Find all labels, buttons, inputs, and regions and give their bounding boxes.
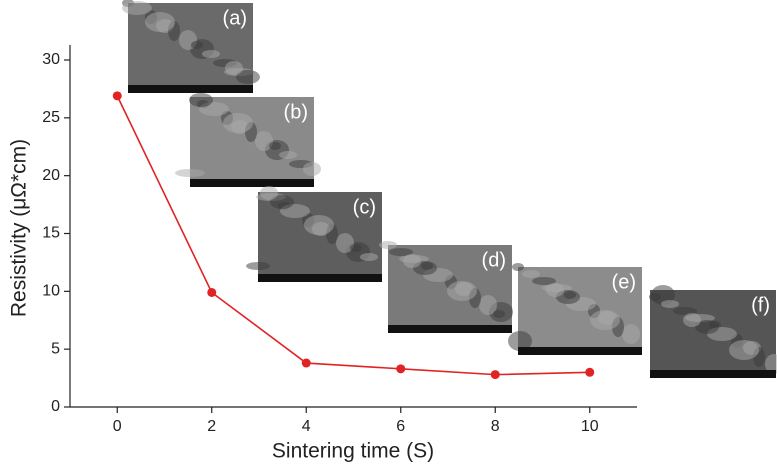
inset-texture (350, 244, 362, 252)
inset-texture (189, 93, 213, 107)
inset-label: (c) (353, 196, 376, 218)
inset-texture (260, 186, 278, 200)
inset-texture (695, 320, 719, 334)
sem-inset: (b) (175, 93, 321, 187)
inset-texture (512, 263, 524, 271)
inset-texture (649, 293, 661, 301)
x-tick-label: 2 (207, 418, 216, 435)
series-line (116, 95, 590, 376)
y-tick-label: 25 (42, 109, 60, 126)
inset-texture (673, 307, 697, 315)
inset-texture (403, 254, 421, 268)
inset-texture (508, 331, 532, 351)
inset-texture (255, 131, 273, 151)
data-point (490, 370, 500, 380)
inset-texture (522, 270, 540, 278)
inset-texture (145, 12, 175, 32)
y-tick-label: 10 (42, 283, 60, 300)
inset-texture (191, 41, 203, 49)
inset-texture (122, 1, 152, 15)
inset-scalebar (128, 85, 253, 93)
inset-texture (236, 70, 260, 84)
inset-texture (729, 340, 759, 360)
inset-texture (269, 142, 281, 150)
inset-scalebar (518, 347, 642, 355)
inset-texture (546, 283, 564, 297)
data-point (112, 91, 122, 101)
y-tick-label: 0 (51, 398, 60, 415)
y-tick-label: 5 (51, 340, 60, 357)
inset-scalebar (190, 179, 314, 187)
inset-texture (225, 61, 243, 75)
x-tick-label: 10 (581, 418, 599, 435)
x-tick-label: 0 (113, 418, 122, 435)
inset-texture (175, 169, 205, 177)
y-tick-label: 30 (42, 51, 60, 68)
inset-scalebar (258, 274, 382, 282)
sem-inset: (d) (379, 241, 513, 333)
sem-inset: (a) (122, 0, 260, 93)
inset-texture (304, 215, 334, 235)
inset-texture (360, 253, 378, 261)
inset-label: (a) (223, 7, 247, 29)
inset-texture (223, 113, 253, 133)
inset-texture (532, 277, 556, 285)
inset-label: (f) (751, 294, 770, 316)
inset-texture (389, 248, 413, 256)
inset-texture (765, 354, 777, 374)
data-point (396, 364, 406, 374)
inset-scalebar (388, 325, 512, 333)
data-point (301, 358, 311, 368)
data-point (585, 367, 595, 377)
y-tick-label: 20 (42, 167, 60, 184)
y-axis-label: Resistivity (μΩ*cm) (8, 139, 31, 317)
sem-inset: (f) (649, 285, 777, 378)
inset-texture (493, 310, 505, 318)
inset-texture (590, 310, 620, 330)
inset-texture (479, 295, 497, 315)
inset-texture (447, 281, 477, 301)
sem-inset: (e) (508, 263, 642, 355)
inset-texture (622, 324, 640, 344)
inset-scalebar (650, 370, 776, 378)
inset-texture (303, 162, 321, 176)
inset-label: (b) (284, 101, 308, 123)
sem-inset: (c) (246, 186, 382, 282)
inset-texture (270, 195, 294, 209)
inset-texture (661, 300, 679, 308)
x-tick-label: 8 (491, 418, 500, 435)
inset-label: (d) (482, 249, 506, 271)
x-tick-label: 6 (396, 418, 405, 435)
inset-texture (336, 233, 354, 253)
x-axis-label: Sintering time (S) (272, 440, 434, 463)
inset-texture (683, 313, 701, 327)
inset-texture (279, 151, 297, 159)
inset-texture (202, 50, 220, 58)
inset-texture (379, 241, 397, 249)
inset-label: (e) (612, 271, 636, 293)
inset-texture (246, 262, 270, 270)
x-tick-label: 4 (302, 418, 311, 435)
data-point (207, 287, 217, 297)
y-tick-label: 15 (42, 225, 60, 242)
